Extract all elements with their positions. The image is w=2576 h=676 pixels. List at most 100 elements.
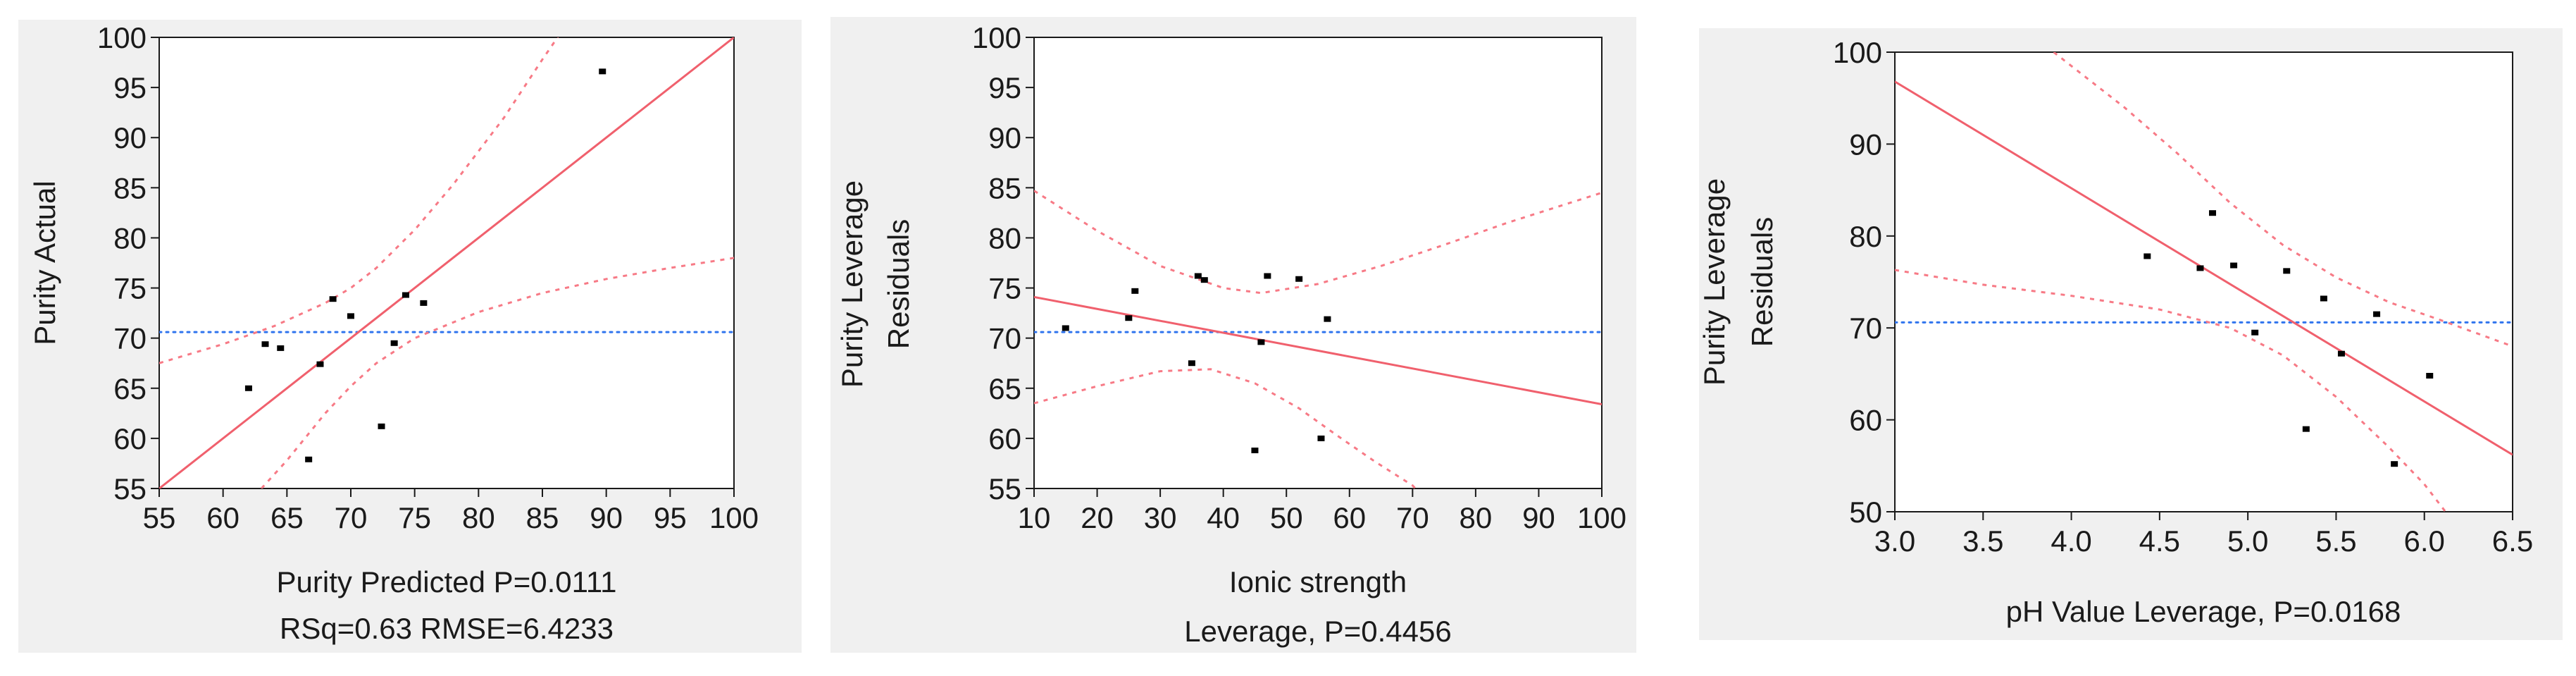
chart-panel-ionic-strength-leverage: 55 60 65 70 75 80 85 90 95 100 10 20 30 40 50 60 70 80 90… (830, 17, 1636, 653)
data-point (1324, 316, 1331, 322)
x-tick-label: 100 (709, 501, 759, 534)
confidence-curve-upper (159, 37, 559, 364)
chart-panel-actual-by-predicted: 55 60 65 70 75 80 85 90 95 100 55 60 65 70 75 80 85 90 95… (18, 20, 802, 653)
y-tick-label: 70 (113, 322, 147, 355)
plot-frame (1894, 51, 2513, 512)
x-tick-label: 6.5 (2492, 524, 2533, 558)
data-point (2209, 210, 2217, 216)
data-point (2373, 311, 2381, 317)
x-tick-label: 3.5 (1962, 524, 2003, 558)
confidence-curve-lower (1895, 269, 2447, 512)
data-point (1200, 277, 1208, 283)
y-tick-label: 65 (988, 372, 1021, 405)
y-tick-label: 75 (988, 272, 1021, 305)
data-points (244, 68, 606, 462)
data-point (305, 456, 313, 462)
y-tick-label: 60 (1849, 404, 1882, 437)
x-tick-label: 30 (1144, 501, 1177, 534)
y-tick-label: 80 (988, 221, 1021, 254)
data-point (420, 300, 428, 306)
y-tick-label: 85 (988, 171, 1021, 204)
y-tick-label: 90 (988, 121, 1021, 154)
data-point (244, 385, 252, 391)
y-axis-label-line1: Purity Leverage (1698, 178, 1731, 386)
x-tick-label: 3.0 (1874, 524, 1915, 558)
data-point (1131, 288, 1139, 294)
y-tick-label: 80 (113, 221, 147, 254)
x-tick-label: 85 (526, 501, 559, 534)
x-tick-label: 4.0 (2051, 524, 2091, 558)
y-tick-label: 90 (113, 121, 147, 154)
x-tick-label: 75 (398, 501, 431, 534)
confidence-curve-upper (1034, 190, 1602, 295)
y-tick-label: 50 (1849, 496, 1882, 529)
data-point (2337, 350, 2345, 357)
data-point (1194, 273, 1202, 279)
x-tick-label: 5.5 (2315, 524, 2356, 558)
x-tick-label: 10 (1018, 501, 1051, 534)
data-point (2143, 253, 2151, 259)
x-tick-label: 20 (1081, 501, 1114, 534)
y-axis-label-line2: Residuals (1746, 217, 1779, 347)
data-point (2230, 262, 2238, 269)
plot-area (1895, 52, 2513, 512)
data-point (2426, 373, 2434, 379)
leverage-p-value-label: Leverage, P=0.4456 (1184, 615, 1451, 648)
x-axis-ticks: 55 60 65 70 75 80 85 90 95 100 (143, 488, 759, 534)
plot-area (159, 37, 734, 488)
x-axis-label: Ionic strength (1229, 565, 1407, 598)
data-point (1251, 447, 1259, 453)
x-tick-label: 4.5 (2139, 524, 2180, 558)
y-axis-ticks: 55 60 65 70 75 80 85 90 95 100 (972, 21, 1034, 505)
data-point (402, 292, 409, 298)
x-tick-label: 90 (1522, 501, 1555, 534)
y-tick-label: 90 (1849, 128, 1882, 161)
y-tick-label: 70 (988, 322, 1021, 355)
x-axis-ticks: 10 20 30 40 50 60 70 80 90 100 (1018, 488, 1626, 534)
plot-area (1034, 190, 1602, 488)
data-point (2320, 295, 2327, 302)
x-tick-label: 95 (654, 501, 687, 534)
chart-panel-ph-value-leverage: 50 60 70 80 90 100 3.0 3.5 4.0 4.5 5.0 5.5 6.0 6.5 P… (1698, 28, 2563, 640)
x-tick-label: 70 (1396, 501, 1429, 534)
x-tick-label: 70 (335, 501, 368, 534)
data-point (2283, 268, 2291, 274)
plot-frame (1033, 37, 1603, 489)
x-tick-label: 60 (206, 501, 239, 534)
y-tick-label: 100 (97, 21, 147, 54)
x-tick-label: 60 (1333, 501, 1366, 534)
y-tick-label: 55 (113, 472, 147, 505)
data-point (378, 423, 385, 429)
y-axis-label: Purity Actual (28, 180, 61, 345)
y-tick-label: 100 (1833, 36, 1882, 69)
x-tick-label: 6.0 (2404, 524, 2445, 558)
y-tick-label: 60 (988, 422, 1021, 455)
x-axis-ticks: 3.0 3.5 4.0 4.5 5.0 5.5 6.0 6.5 (1874, 512, 2533, 558)
y-tick-label: 95 (113, 71, 147, 104)
fit-line (1895, 80, 2513, 456)
y-tick-label: 60 (113, 422, 147, 455)
data-point (2302, 426, 2310, 432)
y-tick-label: 80 (1849, 220, 1882, 253)
data-point (1257, 339, 1265, 345)
data-point (2391, 461, 2398, 467)
x-tick-label: 90 (590, 501, 623, 534)
data-point (261, 341, 269, 348)
y-axis-label-line2: Residuals (882, 219, 915, 349)
y-axis-label-line1: Purity Leverage (835, 180, 869, 388)
y-tick-label: 65 (113, 372, 147, 405)
data-point (2251, 329, 2259, 336)
y-tick-label: 75 (113, 272, 147, 305)
data-point (599, 68, 606, 75)
y-axis-ticks: 50 60 70 80 90 100 (1833, 36, 1895, 529)
data-point (277, 345, 285, 351)
y-axis-ticks: 55 60 65 70 75 80 85 90 95 100 (97, 21, 159, 505)
x-tick-label: 40 (1207, 501, 1240, 534)
x-tick-label: 80 (462, 501, 495, 534)
y-tick-label: 85 (113, 171, 147, 204)
x-tick-label: 80 (1460, 501, 1493, 534)
data-point (2196, 265, 2204, 271)
data-point (390, 340, 398, 346)
fit-line (159, 37, 734, 488)
data-point (1125, 315, 1133, 321)
